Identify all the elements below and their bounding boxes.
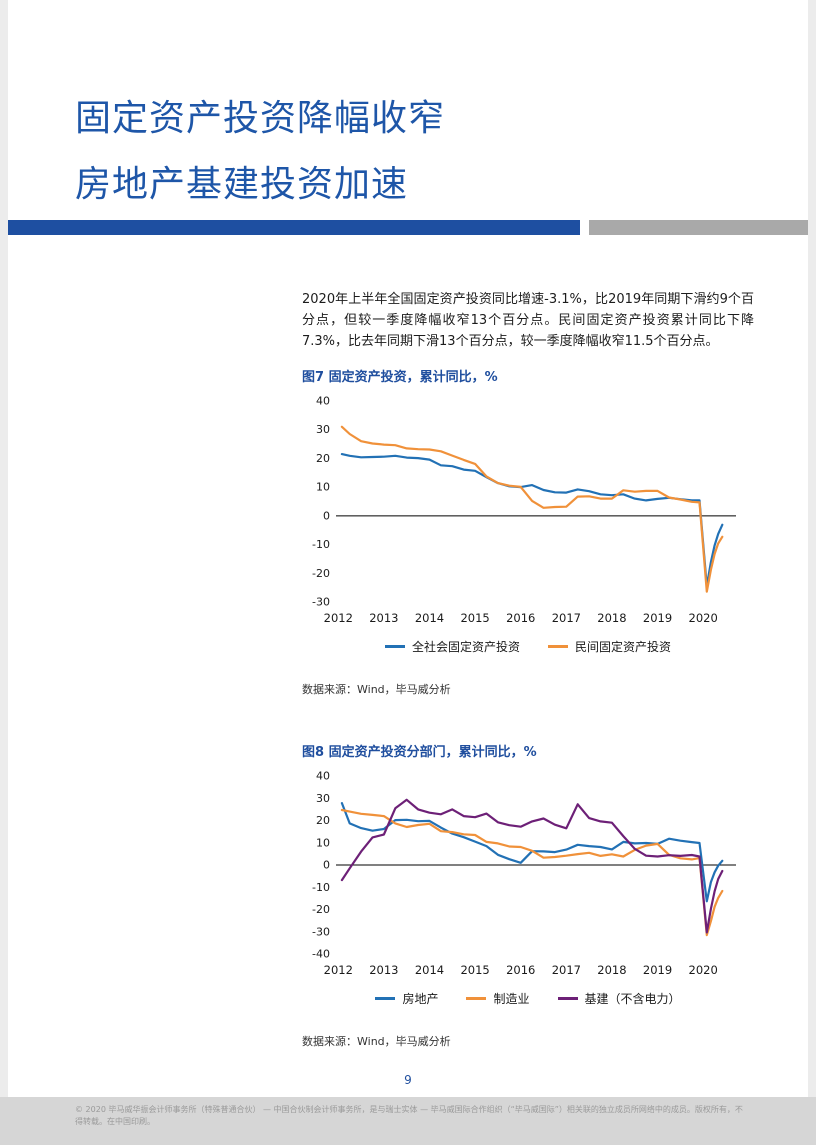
y-tick-label: -10 [312,881,330,894]
x-tick-label: 2016 [506,963,535,977]
figure-7-source: 数据来源：Wind，毕马威分析 [302,683,451,697]
x-tick-label: 2013 [369,963,398,977]
legend-swatch [384,645,405,649]
divider-gap [580,220,589,236]
x-tick-label: 2020 [689,611,718,625]
divider-blue-segment [8,220,580,236]
legend-item: 全社会固定资产投资 [384,638,520,655]
page-title-line2: 房地产基建投资加速 [75,163,409,205]
figure-7: 图7 固定资产投资，累计同比，% -30 -20 -10 0 10 20 30 40 2012 2… [302,366,754,697]
legend-item: 制造业 [466,990,530,1007]
y-tick-label: -10 [312,538,330,551]
y-tick-label: 10 [316,836,330,849]
legend-swatch [466,997,487,1001]
series-line [340,798,724,934]
divider-bar [8,220,808,236]
page-footer: © 2020 毕马威华振会计师事务所（特殊普通合伙） — 中国合伙制会计师事务所… [0,1097,816,1145]
y-tick-label: -30 [312,925,330,938]
x-tick-label: 2018 [597,611,626,625]
body-paragraph: 2020年上半年全国固定资产投资同比增速-3.1%，比2019年同期下滑约9个百… [302,292,754,350]
y-tick-label: 30 [316,792,330,805]
figure-8-legend: 房地产 制造业 基建（不含电力） [302,990,754,1007]
y-tick-label: 0 [323,510,330,523]
x-tick-label: 2013 [369,611,398,625]
page-title: 固定资产投资降幅收窄 房地产基建投资加速 [75,86,808,217]
y-tick-label: -20 [312,903,330,916]
footer-copyright: © 2020 毕马威华振会计师事务所（特殊普通合伙） — 中国合伙制会计师事务所… [75,1105,743,1127]
y-tick-label: 10 [316,481,330,494]
legend-label: 全社会固定资产投资 [411,640,520,655]
x-tick-label: 2016 [506,611,535,625]
legend-label: 制造业 [493,992,530,1007]
x-tick-label: 2018 [597,963,626,977]
page-number: 9 [404,1073,412,1087]
legend-label: 民间固定资产投资 [575,640,672,655]
x-tick-label: 2015 [460,611,489,625]
legend-swatch [375,997,396,1001]
legend-label: 基建（不含电力） [584,992,681,1007]
y-tick-label: 40 [316,395,330,408]
figure-7-legend: 全社会固定资产投资 民间固定资产投资 [302,638,754,655]
series-line [340,802,724,903]
figure-8-title: 图8 固定资产投资分部门，累计同比，% [302,745,537,761]
x-tick-label: 2012 [324,963,353,977]
y-tick-label: -20 [312,567,330,580]
y-tick-label: 0 [323,859,330,872]
y-tick-label: 20 [316,814,330,827]
content-column: 2020年上半年全国固定资产投资同比增速-3.1%，比2019年同期下滑约9个百… [302,289,754,1049]
x-tick-label: 2017 [552,611,581,625]
x-tick-label: 2014 [415,611,444,625]
series-line [340,453,724,588]
legend-swatch [548,645,568,649]
figure-7-title: 图7 固定资产投资，累计同比，% [302,370,498,386]
x-tick-label: 2015 [460,963,489,977]
figure-8-chart: -40 -30 -20 -10 0 10 20 30 40 2012 2013 2014 2015 201… [312,770,736,977]
y-tick-label: -40 [312,948,330,961]
figure-8: 图8 固定资产投资分部门，累计同比，% -40 -30 -20 -10 0 10 20 30 4… [302,741,754,1049]
figure-7-chart: -30 -20 -10 0 10 20 30 40 2012 2013 2014 2015 2016 20… [312,395,736,625]
x-tick-label: 2019 [643,611,672,625]
x-tick-label: 2012 [324,611,353,625]
x-tick-label: 2020 [689,963,718,977]
legend-label: 房地产 [402,992,439,1007]
x-tick-label: 2014 [415,963,444,977]
series-line [340,809,724,937]
y-tick-label: -30 [312,596,330,609]
x-tick-label: 2019 [643,963,672,977]
legend-item: 房地产 [375,990,438,1007]
figure-8-source: 数据来源：Wind，毕马威分析 [302,1035,451,1049]
divider-gray-segment [589,220,808,236]
x-tick-label: 2017 [552,963,581,977]
legend-item: 基建（不含电力） [557,990,681,1007]
y-tick-label: 40 [316,770,330,783]
y-tick-label: 30 [316,423,330,436]
legend-swatch [557,997,578,1001]
series-line [340,425,724,593]
report-page: 固定资产投资降幅收窄 房地产基建投资加速 2020年上半年全国固定资产投资同比增速… [8,0,808,1097]
legend-item: 民间固定资产投资 [548,638,671,655]
y-tick-label: 20 [316,452,330,465]
page-title-line1: 固定资产投资降幅收窄 [75,98,446,139]
